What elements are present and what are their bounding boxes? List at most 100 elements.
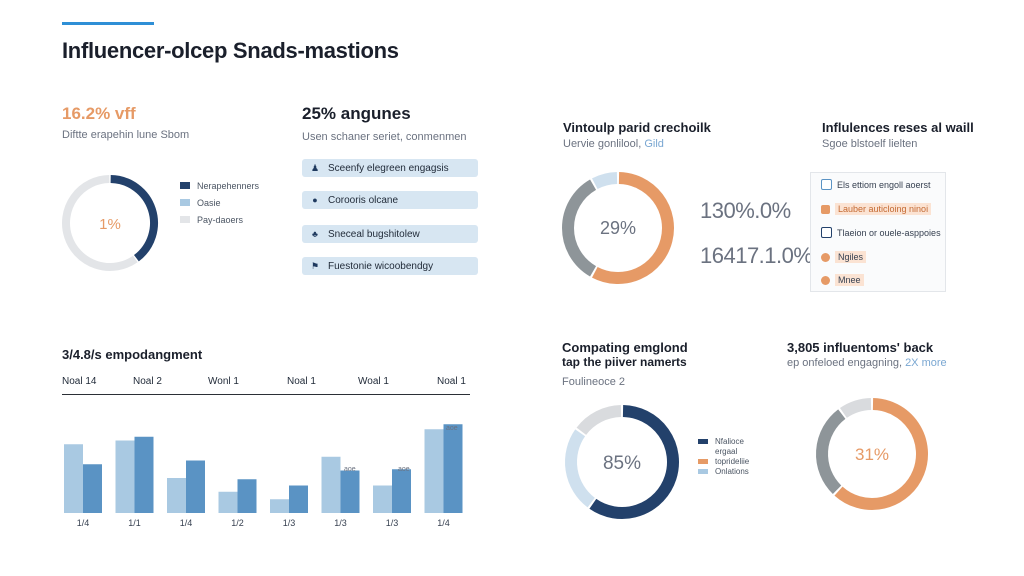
column-header: Noal 1: [437, 376, 466, 387]
legend-item: toprideliie: [698, 456, 749, 466]
card2-subtitle: Usen schaner seriet, conmenmen: [302, 131, 467, 143]
donut-slice-light-gray: [839, 398, 872, 419]
engagement-item[interactable]: ⚑ Fuestonie wicoobendgy: [302, 257, 478, 275]
engagement-item[interactable]: ♟ Sceenfy elegreen engagsis: [302, 159, 478, 177]
card4-subtitle: Sgoe blstoelf lielten: [822, 138, 918, 150]
accent-line: [62, 22, 154, 25]
x-tick-label: 1/1: [128, 518, 141, 528]
bar-dark-4: [237, 479, 257, 513]
x-tick-label: 1/3: [386, 518, 399, 528]
legend-swatch: [698, 438, 708, 444]
card6-subtitle: Foulineoce 2: [562, 376, 625, 388]
legend-item: Onlations: [698, 466, 749, 476]
insight-item[interactable]: Ngiles: [821, 251, 867, 263]
insight-item[interactable]: Tlaeion or ouele-asppoies: [821, 227, 941, 238]
card3-title: Vintoulp parid crechoilk: [563, 120, 711, 135]
header-rule: [62, 394, 470, 395]
bar-light-2: [115, 440, 135, 513]
bar-annotation: aoe: [446, 425, 458, 432]
insight-item[interactable]: Els ettiom engoll aoerst: [821, 179, 931, 190]
donut-slice-gray: [816, 409, 846, 495]
bar-annotation: aoe: [398, 466, 410, 473]
donut-slice-nfalioce: [589, 405, 679, 519]
column-header: Noal 1: [287, 376, 316, 387]
card1-stat: 16.2% vff: [62, 104, 136, 123]
donut-slice-onlations: [565, 429, 596, 508]
bar-chart: 1/4 1/1 1/4 1/2 1/3 1/3 1/3 1/4: [64, 424, 463, 528]
engagement-item[interactable]: ♣ Sneceal bugshitolew: [302, 225, 478, 243]
legend-swatch: [180, 216, 190, 223]
donut-chart-4: 31%: [816, 398, 928, 510]
card7-title: 3,805 influentoms' back: [787, 340, 934, 355]
bar-dark-3: [186, 460, 205, 513]
column-header: Noal 2: [133, 376, 162, 387]
legend-item: Nerapehenners: [180, 177, 259, 194]
legend-item: ergaal: [698, 446, 749, 456]
column-header: Wonl 1: [208, 376, 239, 387]
legend-item: Oasie: [180, 194, 259, 211]
document-icon: [821, 227, 832, 238]
bar-dark-8: [443, 424, 463, 513]
x-tick-label: 1/2: [231, 518, 244, 528]
flag-icon: ⚑: [310, 260, 320, 271]
x-tick-label: 1/4: [437, 518, 450, 528]
donut-slice-light-blue: [592, 172, 618, 190]
donut-slice-nerapehenners: [110, 175, 158, 262]
person-icon: ♟: [310, 162, 320, 173]
bar-light-3: [167, 478, 186, 513]
x-tick-label: 1/4: [180, 518, 193, 528]
chat-icon: ●: [312, 195, 318, 205]
card5-title: 3/4.8/s empodangment: [62, 347, 203, 362]
card6-legend: Nfalioce ergaal toprideliie Onlations: [698, 436, 749, 476]
donut-slice-orange: [592, 172, 674, 284]
legend-swatch: [698, 458, 708, 464]
star-icon: [821, 252, 830, 262]
bar-light-6: [321, 456, 341, 513]
bar-light-5: [270, 499, 289, 513]
x-tick-label: 1/4: [77, 518, 90, 528]
bar-light-7: [373, 485, 392, 513]
card3-number-2: 16417.1.0%: [700, 243, 813, 268]
bar-light-1: [64, 444, 83, 513]
card1-subtitle: Diftte erapehin lune Sbom: [62, 129, 190, 141]
donut4-center-label: 31%: [855, 445, 889, 464]
card3-subtitle: Uervie gonlilool, Gild: [563, 138, 664, 150]
column-header: Woal 1: [358, 376, 389, 387]
column-header: Noal 14: [62, 376, 97, 387]
engagement-item[interactable]: ● Corooris olcane: [302, 191, 478, 209]
insight-item[interactable]: Lauber auticloing ninoi: [821, 203, 932, 215]
legend-swatch: [698, 468, 708, 474]
card4-title: Influlences reses al waill: [822, 120, 974, 135]
card3-number-1: 130%.0%: [700, 198, 791, 223]
donut-chart-3: 85%: [565, 405, 679, 519]
bar-dark-1: [83, 464, 102, 513]
x-tick-label: 1/3: [334, 518, 347, 528]
bar-annotation: aoe: [344, 466, 356, 473]
card6-title: Compating emglond: [562, 340, 688, 355]
donut2-center-label: 29%: [600, 218, 636, 238]
bar-light-4: [218, 491, 238, 513]
insight-item[interactable]: Mnee: [821, 274, 864, 286]
legend-item: Nfalioce: [698, 436, 749, 446]
card2-stat: 25% angunes: [302, 104, 411, 123]
star-icon: [821, 275, 830, 285]
donut-chart-2: 29%: [562, 172, 674, 284]
page-title: Influencer-olcep Snads-mastions: [62, 38, 399, 63]
donut-slice-pay-daoers: [62, 175, 138, 271]
donut3-center-label: 85%: [603, 453, 641, 474]
card1-legend: Nerapehenners Oasie Pay-daoers: [180, 177, 259, 228]
legend-swatch: [180, 182, 190, 189]
legend-swatch: [698, 449, 708, 454]
bar-dark-6: [340, 470, 360, 513]
donut1-center-label: 1%: [99, 216, 121, 233]
group-icon: ♣: [312, 229, 318, 239]
card6-title-line2: tap the piiver namerts: [562, 355, 687, 369]
donut-slice-rest: [576, 405, 622, 436]
bar-light-8: [424, 429, 444, 513]
bar-dark-7: [392, 469, 411, 513]
donut-chart-1: 1%: [62, 175, 158, 271]
legend-swatch: [180, 199, 190, 206]
insights-panel: Els ettiom engoll aoerst Lauber auticloi…: [810, 172, 946, 292]
check-icon: [821, 179, 832, 190]
donut-slice-orange: [834, 398, 928, 510]
